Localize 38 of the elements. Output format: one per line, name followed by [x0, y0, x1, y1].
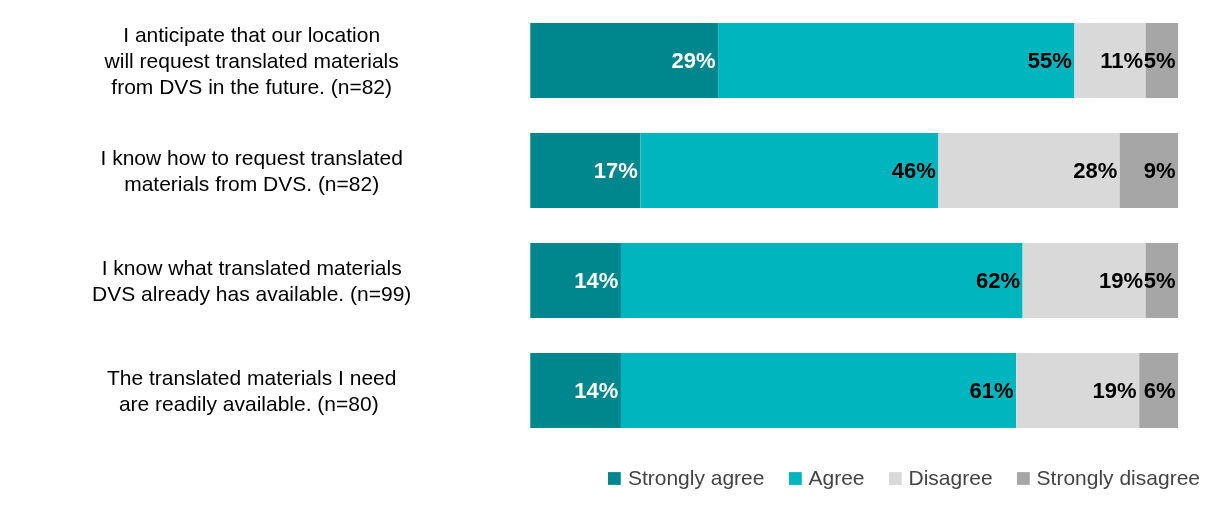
data-label: 6% [1143, 378, 1176, 403]
data-label: 14% [574, 378, 619, 403]
bar [620, 353, 1017, 428]
y-tick-label: I anticipate that our location will request translated materials from DVS in the future. (n=82) [103, 22, 399, 99]
data-label: 11% [1100, 48, 1144, 73]
data-label: 62% [976, 268, 1021, 293]
data-label: 9% [1143, 158, 1176, 183]
data-label: 19% [1092, 378, 1137, 403]
data-label: 14% [574, 268, 619, 293]
bar [718, 23, 1075, 98]
bar [530, 133, 641, 208]
bar [530, 23, 719, 98]
bar [938, 133, 1120, 208]
data-label: 5% [1143, 268, 1176, 293]
legend-label: Strongly agree [627, 466, 765, 490]
legend-label: Disagree [908, 466, 993, 490]
bar [1016, 353, 1140, 428]
y-tick-label: I know how to request translated materials from DVS. (n=82) [100, 145, 403, 196]
data-label: 5% [1143, 48, 1176, 73]
legend-label: Strongly disagree [1036, 466, 1200, 490]
bar [1119, 133, 1179, 208]
bar [1139, 353, 1179, 428]
y-tick-label: The translated materials I need are readily available. (n=80) [106, 365, 397, 416]
bar [620, 243, 1023, 318]
legend-label: Agree [808, 466, 865, 490]
bar [530, 243, 621, 318]
data-label: 29% [671, 48, 716, 73]
data-label: 46% [891, 158, 936, 183]
bar [530, 353, 621, 428]
data-label: 17% [593, 158, 638, 183]
data-label: 55% [1027, 48, 1072, 73]
data-label: 61% [969, 378, 1014, 403]
y-tick-label: I know what translated materials DVS already has available. (n=99) [92, 255, 412, 306]
data-label: 19% [1099, 268, 1144, 293]
bar [640, 133, 939, 208]
data-label: 28% [1073, 158, 1118, 183]
bar [1022, 243, 1146, 318]
bar [1074, 23, 1146, 98]
